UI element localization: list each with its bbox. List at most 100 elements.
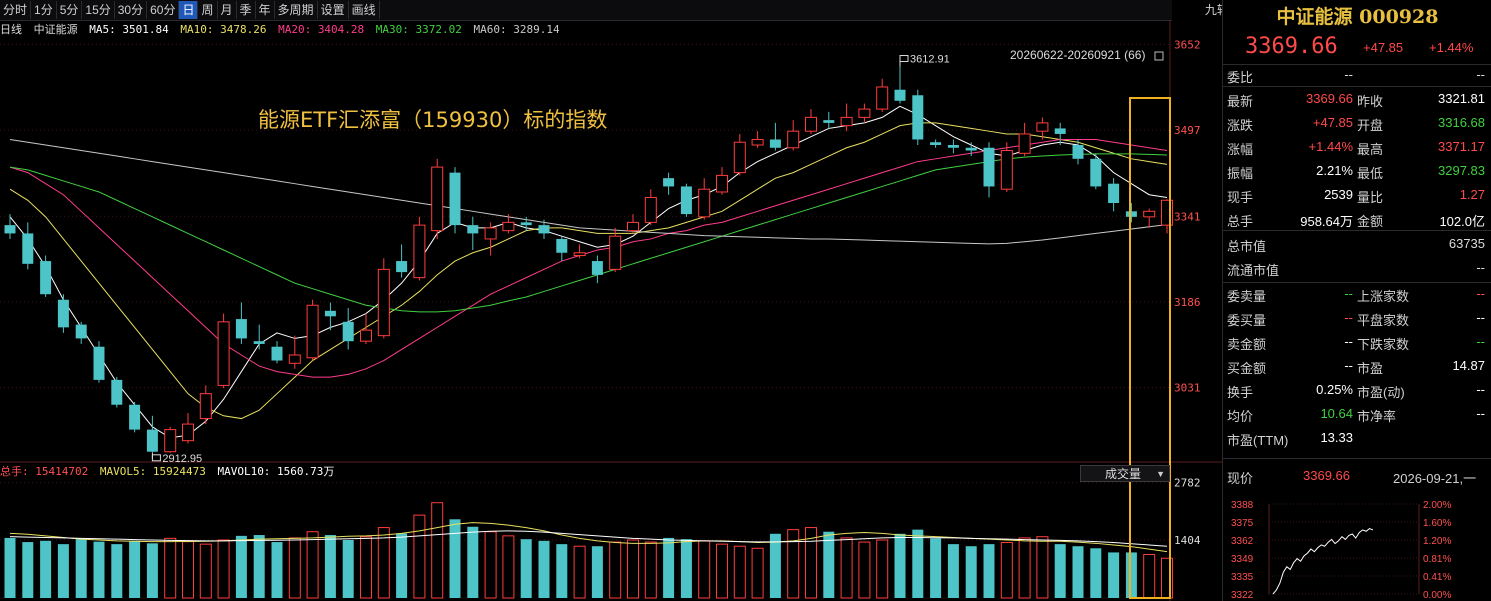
ma-line-ma5: [9, 105, 1168, 439]
ma30-value: MA30: 3372.02: [375, 23, 462, 36]
panel-price: 3369.66: [1245, 34, 1338, 59]
mini-price: 3369.66: [1303, 468, 1350, 483]
volume-bar: [823, 531, 835, 598]
chart-annotation: 能源ETF汇添富（159930）标的指数: [258, 108, 608, 132]
period-tab-13[interactable]: 画线: [349, 1, 380, 19]
mini-left-tick: 3375: [1231, 518, 1254, 529]
volume-bar: [1072, 546, 1084, 598]
volume-bar: [164, 537, 177, 599]
candle-body: [1090, 158, 1102, 187]
period-tab-7[interactable]: 周: [198, 1, 218, 19]
candle-body: [894, 89, 906, 101]
quote-label: 振幅: [1227, 166, 1254, 181]
volume-bar: [573, 545, 586, 599]
quote-value: +1.44%: [1308, 139, 1353, 154]
price-tick: 3186: [1174, 296, 1201, 309]
period-tab-11[interactable]: 多周期: [275, 1, 318, 19]
candle-body: [644, 197, 657, 223]
volume-bar: [271, 542, 283, 598]
candle-body: [787, 130, 800, 149]
quote-value: --: [1476, 310, 1485, 325]
candle-body: [1000, 150, 1013, 190]
candle-body: [306, 304, 319, 359]
volume-bar: [75, 539, 87, 598]
candle-body: [823, 120, 835, 123]
period-tab-12[interactable]: 设置: [318, 1, 349, 19]
candle-body: [253, 341, 265, 344]
high-marker-box: [899, 55, 909, 63]
volume-bar: [182, 541, 194, 599]
volume-bar: [1036, 536, 1049, 599]
period-tab-5[interactable]: 60分: [147, 1, 180, 19]
candlestick-chart[interactable]: 3652 3497 3341 3186 3031 2782 1404 3612.91 2912.…: [0, 0, 1222, 601]
period-tab-1[interactable]: 1分: [31, 1, 57, 19]
volume-bar: [1143, 554, 1156, 599]
period-tab-9[interactable]: 季: [237, 1, 256, 19]
divider: [1223, 230, 1491, 231]
price-tick: 3031: [1174, 382, 1201, 395]
indicator-select[interactable]: 成交量 ▼: [1080, 465, 1170, 482]
quote-label: 最低: [1357, 166, 1384, 181]
mini-left-tick: 3349: [1231, 554, 1254, 565]
quote-label: 涨跌: [1227, 118, 1254, 133]
volume-bar: [912, 529, 924, 598]
period-tab-2[interactable]: 5分: [57, 1, 83, 19]
weibi-value-1: --: [1344, 67, 1353, 82]
quote-label: 现手: [1227, 190, 1254, 205]
mini-right-tick: 0.81%: [1423, 554, 1451, 565]
volume-bar: [199, 543, 212, 599]
volume-bar: [324, 535, 336, 598]
panel-title: 中证能源 000928: [1276, 6, 1439, 28]
ma-line-ma20: [9, 138, 1168, 378]
candle-body: [324, 310, 336, 317]
volume-bar: [22, 542, 34, 598]
volume-bar: [360, 536, 372, 599]
quote-label: 总手: [1227, 214, 1254, 229]
mavol-line-mavol10: [9, 530, 1168, 547]
weibi-value-2: --: [1476, 67, 1485, 82]
quote-value: 14.87: [1452, 358, 1485, 373]
period-tab-6[interactable]: 日: [179, 1, 199, 19]
ma60-value: MA60: 3289.14: [473, 23, 560, 36]
candle-body: [698, 188, 711, 218]
volume-bar: [342, 540, 354, 598]
period-tab-8[interactable]: 月: [218, 1, 237, 19]
period-toolbar: 分时 1分 5分 15分 30分 60分日周月季年多周期 设置 画线: [0, 0, 1172, 21]
quote-label: 卖金额: [1227, 337, 1267, 352]
range-label: 20260622-20260921 (66): [1010, 48, 1146, 62]
quote-label: 市净率: [1357, 409, 1397, 424]
low-marker-label: 2912.95: [162, 453, 202, 465]
period-tab-10[interactable]: 年: [256, 1, 275, 19]
mini-left-tick: 3322: [1231, 590, 1254, 601]
quote-label: 买金额: [1227, 361, 1267, 376]
candle-body: [40, 261, 52, 295]
weibi-label: 委比: [1227, 70, 1254, 85]
volume-bar: [1018, 537, 1031, 599]
quote-label: 委卖量: [1227, 289, 1267, 304]
period-tab-4[interactable]: 30分: [115, 1, 148, 19]
volume-bar: [449, 519, 461, 598]
candle-body: [858, 108, 871, 118]
quote-label: 金额: [1357, 214, 1384, 229]
volume-bar: [1054, 544, 1066, 598]
candle-body: [467, 225, 479, 234]
volume-bar: [288, 537, 301, 599]
period-tab-0[interactable]: 分时: [0, 1, 32, 19]
intraday-mini-chart[interactable]: 3388 2.00% 3375 1.60% 3362 1.20% 3349 0.81% 3335…: [1223, 490, 1491, 601]
mini-right-tick: 1.20%: [1423, 536, 1451, 547]
volume-bar: [129, 540, 141, 598]
candle-body: [983, 147, 995, 187]
candle-body: [663, 178, 675, 187]
period-tab-3[interactable]: 15分: [82, 1, 115, 19]
mini-right-tick: 0.00%: [1423, 590, 1451, 601]
quote-value: --: [1476, 286, 1485, 301]
quote-label: 市盈(动): [1357, 385, 1405, 400]
candle-body: [146, 429, 158, 452]
volume-bar: [930, 538, 942, 598]
candle-body: [111, 379, 123, 405]
volume-bar: [520, 539, 532, 598]
quote-label: 市盈: [1357, 361, 1384, 376]
volume-bar: [698, 540, 711, 599]
quote-value: --: [1344, 310, 1353, 325]
quote-value: --: [1344, 286, 1353, 301]
